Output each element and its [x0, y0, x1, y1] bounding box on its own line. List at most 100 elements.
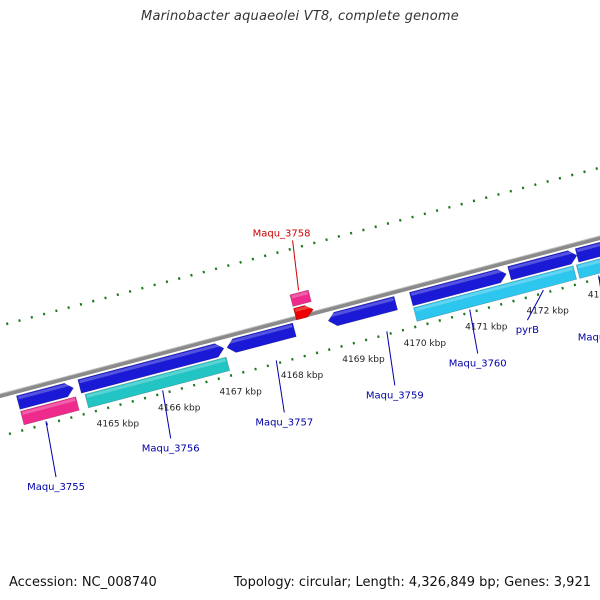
outer-scale-tick	[448, 205, 451, 209]
scale-kbp-label: 4166 kbp	[158, 403, 201, 413]
inner-scale-tick	[524, 296, 528, 300]
gene-label-leader	[526, 289, 544, 321]
outer-scale-tick	[55, 309, 58, 313]
inner-scale-tick	[70, 416, 73, 420]
outer-scale-tick	[534, 183, 537, 187]
gene-label: Maqu_3755	[27, 482, 85, 493]
scale-kbp-label: 4169 kbp	[342, 355, 385, 365]
inner-scale-tick	[278, 361, 282, 365]
outer-scale-tick	[472, 199, 476, 203]
outer-scale-tick	[214, 267, 218, 271]
inner-scale-tick	[20, 429, 24, 432]
inner-scale-tick	[192, 383, 196, 387]
genome-summary: Topology: circular; Length: 4,326,849 bp…	[233, 575, 591, 590]
inner-scale-tick	[475, 309, 478, 313]
gene-label: pyrB	[516, 325, 539, 336]
outer-scale-tick	[79, 302, 83, 306]
outer-scale-tick	[91, 299, 95, 303]
outer-scale-tick	[583, 170, 586, 174]
inner-scale-tick	[205, 380, 208, 384]
inner-scale-tick	[94, 409, 98, 413]
outer-scale-tick	[312, 241, 316, 245]
outer-scale-tick	[460, 202, 463, 206]
gene-label-leader	[275, 360, 285, 413]
outer-scale-tick	[300, 244, 304, 248]
outer-scale-tick	[263, 254, 267, 258]
gene-label: Maqu_3757	[255, 417, 313, 428]
gene-feature-shine	[577, 259, 600, 269]
outer-scale-tick	[276, 251, 279, 255]
gene-feature	[16, 382, 74, 410]
inner-scale-tick	[57, 419, 61, 423]
outer-scale-tick	[30, 315, 34, 319]
outer-scale-tick	[288, 247, 292, 251]
outer-scale-tick	[141, 286, 144, 290]
gene-feature-shine	[291, 291, 309, 299]
outer-scale-tick	[190, 273, 193, 277]
outer-scale-tick	[546, 180, 549, 183]
scale-kbp-label: 4172 kbp	[526, 306, 569, 316]
gene-feature	[575, 258, 600, 279]
inner-scale-tick	[499, 302, 503, 306]
gene-feature-shine	[79, 342, 222, 384]
gene-feature-shine	[17, 382, 72, 400]
outer-scale-tick	[362, 228, 365, 232]
outer-scale-tick	[116, 293, 120, 297]
inner-scale-tick	[450, 315, 454, 319]
inner-scale-tick	[327, 348, 331, 352]
outer-scale-tick	[411, 215, 414, 219]
outer-scale-tick	[349, 231, 353, 235]
outer-scale-tick	[325, 238, 328, 242]
inner-scale-tick	[438, 319, 442, 322]
genome-backbone-highlight	[0, 235, 600, 395]
gene-feature-shine	[327, 297, 394, 318]
gene-feature	[77, 343, 225, 394]
inner-scale-tick	[487, 306, 491, 310]
gene-feature	[413, 265, 578, 322]
gene-label-leader	[469, 309, 479, 354]
outer-scale-tick	[398, 218, 402, 222]
inner-scale-tick	[168, 390, 171, 394]
inner-scale-tick	[573, 283, 577, 287]
inner-scale-tick	[82, 412, 85, 416]
scale-kbp-label: 4173 kbp	[588, 290, 600, 300]
outer-scale-tick	[423, 212, 427, 216]
gene-feature-shine	[410, 268, 505, 296]
outer-scale-tick	[251, 257, 255, 261]
inner-scale-tick	[217, 377, 220, 381]
gene-feature-shine	[576, 243, 600, 253]
gene-feature	[289, 289, 312, 307]
inner-scale-tick	[401, 328, 405, 332]
inner-scale-tick	[340, 344, 343, 348]
outer-scale-tick	[558, 176, 562, 180]
gene-label-leader	[45, 421, 57, 478]
outer-scale-tick	[42, 312, 46, 316]
inner-scale-tick	[180, 386, 184, 390]
outer-scale-tick	[521, 186, 525, 190]
gene-label-leader	[292, 240, 300, 291]
inner-scale-tick	[241, 370, 245, 374]
gene-label-highlight: Maqu_3758	[253, 228, 311, 239]
outer-scale-tick	[128, 289, 132, 293]
gene-feature	[84, 356, 231, 409]
gene-feature	[327, 296, 398, 327]
inner-scale-tick	[119, 403, 122, 407]
gene-feature-shine	[86, 358, 226, 398]
scale-kbp-label: 4170 kbp	[404, 339, 447, 349]
gene-feature-shine	[294, 304, 312, 312]
inner-scale-tick	[229, 374, 233, 377]
outer-scale-tick	[67, 306, 70, 310]
inner-scale-tick	[561, 286, 564, 290]
gene-label: Maqu_3759	[366, 390, 424, 401]
inner-scale-tick	[389, 331, 392, 335]
inner-scale-tick	[8, 432, 12, 436]
inner-scale-tick	[549, 289, 552, 293]
map-title: Marinobacter aquaeolei VT8, complete gen…	[141, 9, 459, 24]
outer-scale-tick	[227, 264, 230, 268]
inner-scale-tick	[254, 367, 257, 371]
inner-scale-tick	[413, 325, 417, 329]
outer-scale-tick	[337, 234, 341, 238]
inner-scale-tick	[291, 357, 294, 361]
inner-scale-tick	[585, 280, 589, 284]
